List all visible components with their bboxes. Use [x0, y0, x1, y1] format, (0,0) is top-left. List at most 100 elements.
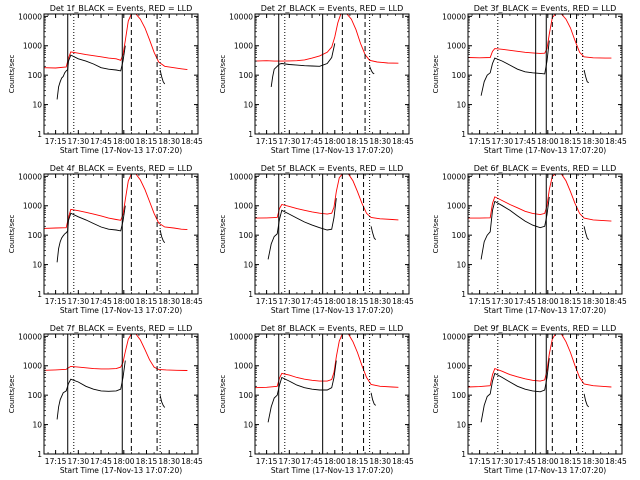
x-tick-label: 17:30 [279, 297, 301, 306]
y-tick-label: 1000 [23, 202, 42, 211]
x-axis-label: Start Time (17-Nov-13 17:07:20) [271, 306, 393, 315]
y-tick-label: 1 [461, 290, 466, 299]
x-tick-label: 17:30 [68, 457, 90, 466]
y-tick-label: 1 [248, 450, 253, 459]
plot-frame [43, 13, 199, 135]
x-tick-label: 17:15 [45, 457, 67, 466]
black-events-line [370, 392, 377, 406]
y-tick-label: 100 [239, 231, 254, 240]
x-tick-label: 18:15 [560, 297, 582, 306]
x-tick-label: 18:45 [392, 297, 414, 306]
x-axis-label: Start Time (17-Nov-13 17:07:20) [271, 466, 393, 475]
black-events-line [370, 226, 377, 240]
y-axis-label: Counts/sec [432, 375, 440, 414]
y-axis-label: Counts/sec [432, 215, 440, 254]
x-tick-label: 17:15 [469, 297, 491, 306]
red-lld-line [254, 173, 399, 221]
x-tick-label: 18:00 [113, 137, 135, 146]
panel-title: Det 4f_BLACK = Events, RED = LLD [50, 164, 193, 173]
x-tick-label: 18:45 [392, 137, 414, 146]
x-tick-label: 18:30 [582, 137, 604, 146]
black-events-line [583, 226, 590, 240]
black-events-line [480, 358, 550, 423]
y-tick-label: 1 [248, 130, 253, 139]
y-tick-label: 100 [28, 231, 43, 240]
x-tick-label: 17:15 [45, 137, 67, 146]
y-tick-label: 10 [32, 421, 42, 430]
black-events-line [480, 196, 550, 260]
y-tick-label: 10 [243, 421, 253, 430]
y-tick-label: 1000 [234, 202, 253, 211]
red-lld-line [467, 13, 612, 59]
x-tick-label: 18:30 [158, 297, 180, 306]
x-axis-label: Start Time (17-Nov-13 17:07:20) [60, 306, 182, 315]
x-tick-label: 17:30 [492, 137, 514, 146]
detector-panel: 1 10 100 1000 10000 17:15 17:30 17:45 18:00 18:15… [8, 324, 203, 475]
x-tick-label: 18:00 [324, 297, 346, 306]
x-tick-label: 17:45 [90, 297, 112, 306]
x-axis-label: Start Time (17-Nov-13 17:07:20) [60, 146, 182, 155]
detector-panel: 1 10 100 1000 10000 17:15 17:30 17:45 18:00 18:15… [432, 164, 627, 315]
black-events-line [56, 360, 126, 420]
x-tick-label: 17:15 [45, 297, 67, 306]
black-events-line [480, 40, 550, 96]
y-axis-label: Counts/sec [8, 55, 16, 94]
y-tick-label: 10 [243, 101, 253, 110]
x-tick-label: 17:45 [514, 457, 536, 466]
black-events-line [369, 66, 375, 75]
x-tick-label: 18:30 [369, 457, 391, 466]
plot-frame [467, 13, 623, 135]
x-tick-label: 18:00 [324, 457, 346, 466]
y-tick-label: 100 [239, 71, 254, 80]
x-tick-label: 17:15 [469, 137, 491, 146]
x-axis-label: Start Time (17-Nov-13 17:07:20) [484, 306, 606, 315]
y-tick-label: 10 [32, 261, 42, 270]
y-tick-label: 1000 [23, 362, 42, 371]
panel-title: Det 3f_BLACK = Events, RED = LLD [474, 4, 617, 13]
x-tick-label: 17:30 [68, 137, 90, 146]
x-axis-label: Start Time (17-Nov-13 17:07:20) [484, 146, 606, 155]
panel-title: Det 5f_BLACK = Events, RED = LLD [261, 164, 404, 173]
x-tick-label: 18:30 [369, 297, 391, 306]
x-tick-label: 18:00 [113, 457, 135, 466]
detector-panel: 1 10 100 1000 10000 17:15 17:30 17:45 18:00 18:15… [432, 4, 627, 155]
red-lld-line [254, 13, 399, 64]
panel-title: Det 1f_BLACK = Events, RED = LLD [50, 4, 193, 13]
plot-frame [254, 173, 410, 295]
x-tick-label: 18:15 [136, 297, 158, 306]
detector-panel: 1 10 100 1000 10000 17:15 17:30 17:45 18:00 18:15… [432, 324, 627, 475]
y-tick-label: 1000 [23, 42, 42, 51]
x-tick-label: 17:30 [68, 297, 90, 306]
y-tick-label: 10 [32, 101, 42, 110]
x-tick-label: 18:45 [181, 457, 203, 466]
x-tick-label: 17:15 [469, 457, 491, 466]
y-tick-label: 10000 [229, 172, 253, 181]
detector-panel: 1 10 100 1000 10000 17:15 17:30 17:45 18:00 18:15… [8, 4, 203, 155]
x-tick-label: 18:30 [582, 297, 604, 306]
x-tick-label: 18:30 [369, 137, 391, 146]
x-tick-label: 17:30 [492, 297, 514, 306]
panel-title: Det 8f_BLACK = Events, RED = LLD [261, 324, 404, 333]
x-tick-label: 17:15 [256, 297, 278, 306]
x-tick-label: 18:45 [605, 297, 627, 306]
x-axis-label: Start Time (17-Nov-13 17:07:20) [60, 466, 182, 475]
x-tick-label: 18:00 [537, 137, 559, 146]
detector-panel: 1 10 100 1000 10000 17:15 17:30 17:45 18:00 18:15… [219, 4, 414, 155]
x-tick-label: 18:15 [347, 137, 369, 146]
black-events-line [159, 395, 166, 408]
red-lld-line [43, 173, 188, 231]
black-events-line [267, 360, 337, 423]
y-tick-label: 1000 [447, 42, 466, 51]
red-lld-line [43, 13, 188, 71]
black-events-line [56, 45, 126, 100]
y-tick-label: 1 [37, 290, 42, 299]
black-events-line [583, 69, 589, 84]
x-axis-label: Start Time (17-Nov-13 17:07:20) [271, 146, 393, 155]
detector-panel: 1 10 100 1000 10000 17:15 17:30 17:45 18:00 18:15… [219, 324, 414, 475]
red-lld-line [254, 333, 399, 389]
y-tick-label: 100 [452, 391, 467, 400]
y-tick-label: 100 [28, 391, 43, 400]
y-axis-label: Counts/sec [219, 55, 227, 94]
y-tick-label: 10 [456, 261, 466, 270]
x-tick-label: 18:45 [392, 457, 414, 466]
